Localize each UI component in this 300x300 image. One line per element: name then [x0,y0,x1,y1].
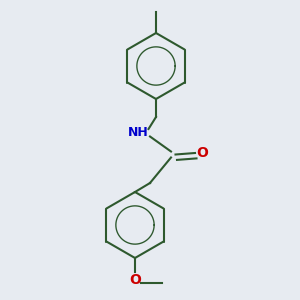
Text: O: O [196,146,208,160]
Text: NH: NH [128,125,148,139]
Text: O: O [129,274,141,287]
